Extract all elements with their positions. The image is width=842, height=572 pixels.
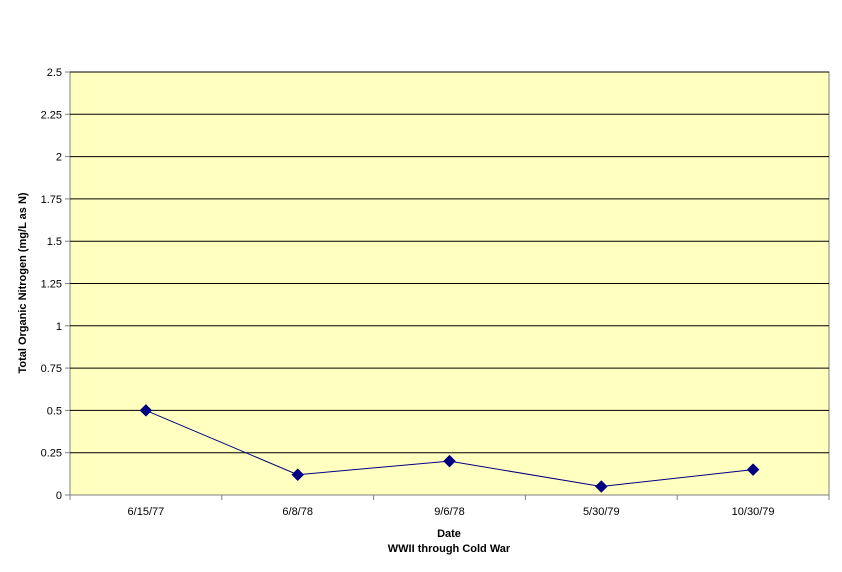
- y-tick-label: 0: [56, 490, 62, 502]
- y-tick-label: 1.25: [41, 279, 62, 291]
- data-point-marker: [746, 463, 760, 476]
- y-tick-label: 2.5: [47, 67, 62, 79]
- y-tick-label: 1.75: [41, 194, 62, 206]
- x-tick-label: 10/30/79: [732, 506, 775, 518]
- x-tick-labels: 6/15/77 6/8/78 9/6/78 5/30/79 10/30/79: [128, 506, 775, 518]
- data-series: [139, 404, 760, 493]
- x-tick-label: 6/15/77: [128, 506, 165, 518]
- x-tick-label: 9/6/78: [434, 506, 465, 518]
- x-tick-label: 6/8/78: [282, 506, 313, 518]
- data-point-marker: [443, 454, 456, 468]
- y-tick-labels: 0 0.25 0.5 0.75 1 1.25 1.5 1.75 2 2.25 2.5: [41, 67, 62, 502]
- x-axis-title: Date: [437, 528, 461, 540]
- y-axis-title: Total Organic Nitrogen (mg/L as N): [17, 192, 29, 373]
- data-point-marker: [594, 480, 608, 493]
- y-tick-label: 2: [56, 152, 62, 164]
- x-tick-label: 5/30/79: [583, 506, 620, 518]
- gridlines: [65, 71, 830, 500]
- data-point-marker: [291, 468, 305, 482]
- x-axis-subtitle: WWII through Cold War: [388, 543, 511, 555]
- y-tick-label: 0.5: [47, 405, 62, 417]
- y-tick-label: 0.25: [41, 448, 62, 460]
- y-tick-label: 2.25: [41, 109, 62, 121]
- data-point-marker: [139, 404, 153, 417]
- y-tick-label: 1: [56, 321, 62, 333]
- y-tick-label: 0.75: [41, 363, 62, 375]
- y-tick-label: 1.5: [47, 236, 62, 248]
